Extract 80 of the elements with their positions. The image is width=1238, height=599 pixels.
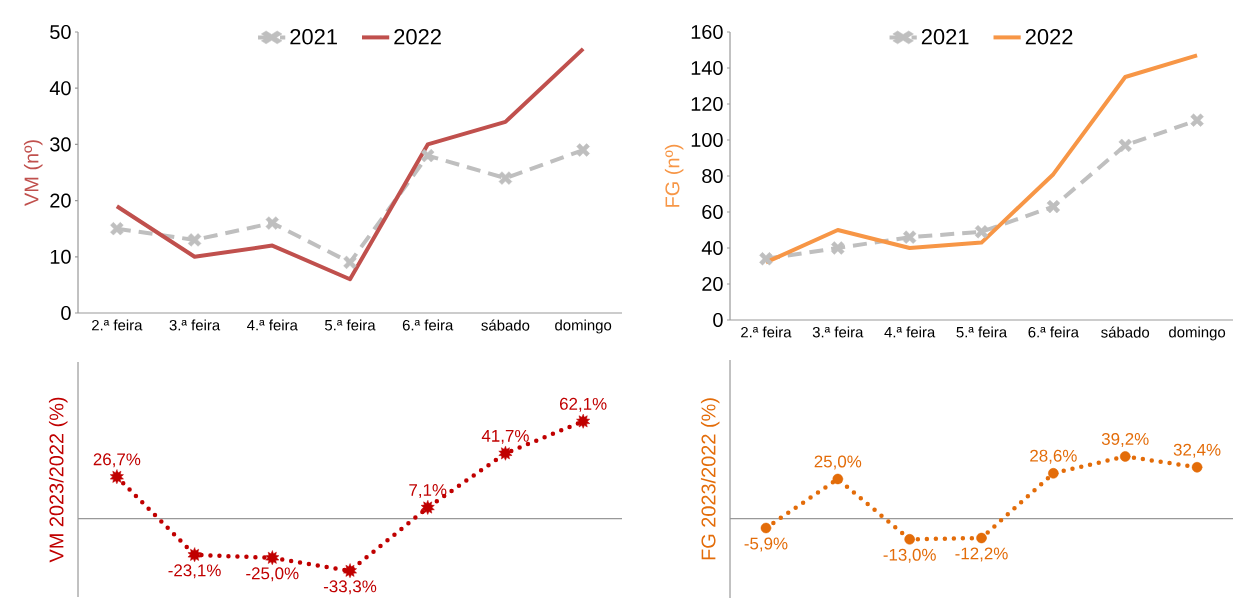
y-axis-title: VM 2023/2022 (%) [48,397,68,563]
point [498,446,513,461]
point [187,547,202,563]
data-label: 7,1% [409,484,447,499]
point [576,414,591,429]
point [1046,199,1061,214]
point [902,230,917,244]
point [343,563,357,579]
y-tick-label: 0 [713,312,723,328]
point [1191,461,1203,473]
y-tick-label: 20 [702,276,723,292]
point [265,216,279,230]
data-label: 26,7% [93,453,141,468]
legend-label: 2021 [290,29,337,45]
point [343,255,357,270]
data-label: -23,1% [168,564,221,579]
data-label: -33,3% [323,580,377,595]
x-tick-label: domingo [555,319,612,334]
point [420,500,435,515]
y-axis-title: FG 2023/2022 (%) [700,398,720,560]
point [831,241,845,255]
legend-label: 2021 [921,28,969,45]
y-axis-title: FG (nº) [664,144,684,207]
point [110,222,124,236]
point [421,148,435,163]
x-tick-label: 3.ª feira [812,326,864,338]
x-tick-label: sábado [481,319,530,331]
y-tick-label: 30 [50,137,71,152]
x-tick-label: 2.ª feira [741,326,792,338]
y-tick-label: 50 [50,24,71,40]
point [759,252,773,266]
point [760,522,772,534]
point [109,469,124,485]
point [904,534,915,545]
point [1190,113,1204,127]
x-tick-label: 5.ª feira [956,326,1008,338]
point [976,532,987,544]
legend-label: 2022 [394,29,441,45]
data-label: 32,4% [1173,443,1221,458]
y-tick-label: 0 [61,305,71,321]
point [1118,138,1132,153]
point [832,473,844,485]
y-axis-title: VM (nº) [23,140,43,206]
data-label: -25,0% [246,567,299,582]
data-label: -13,0% [883,548,936,563]
line-series [114,46,586,282]
point [974,225,989,239]
y-tick-label: 40 [701,240,723,256]
x-tick-label: 4.ª feira [884,326,936,338]
data-label: 39,2% [1101,432,1149,447]
x-tick-label: sábado [1101,326,1150,338]
data-label: 25,0% [814,455,862,470]
point [265,550,280,566]
y-tick-label: 80 [702,168,723,184]
legend-label: 2022 [1025,28,1073,45]
point [1048,468,1059,479]
x-tick-label: 4.ª feira [247,319,298,331]
point [498,171,513,185]
data-label: -5,9% [744,537,788,552]
x-tick-label: 5.ª feira [324,319,376,331]
y-tick-label: 40 [49,81,71,96]
point [1119,451,1131,462]
x-tick-label: 6.ª feira [1028,326,1079,338]
x-tick-label: 3.ª feira [169,319,221,331]
y-tick-label: 160 [691,24,723,40]
data-label: 41,7% [481,429,529,444]
x-tick-label: 2.ª feira [92,319,143,331]
y-tick-label: 20 [50,193,71,208]
data-label: 28,6% [1030,449,1077,464]
y-tick-label: 140 [691,60,723,76]
point [576,143,590,157]
point [187,233,202,247]
y-tick-label: 10 [50,249,71,264]
y-tick-label: 60 [702,204,723,220]
y-tick-label: 120 [691,96,723,112]
x-tick-label: 6.ª feira [402,319,454,331]
data-label: -12,2% [955,547,1008,562]
data-label: 62,1% [559,397,607,412]
y-tick-label: 100 [691,132,723,148]
x-tick-label: domingo [1169,326,1226,341]
